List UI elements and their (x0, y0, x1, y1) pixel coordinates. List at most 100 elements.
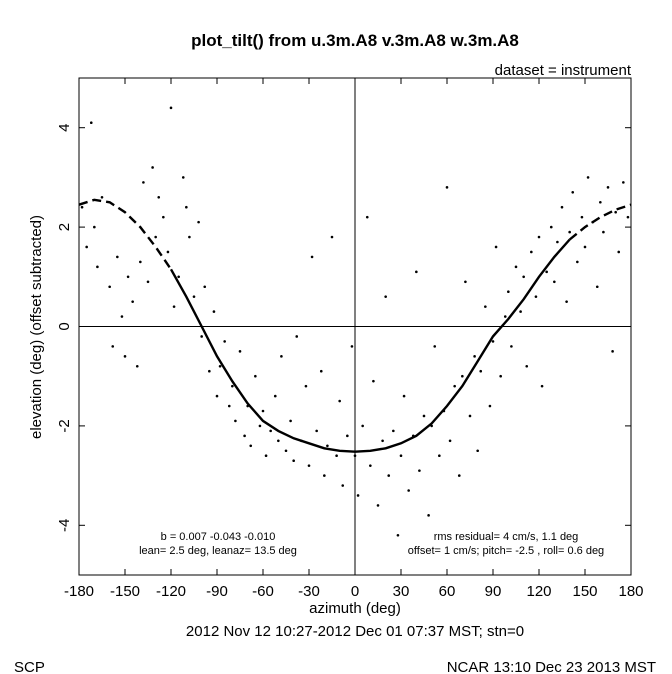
x-tick-label: -150 (110, 583, 140, 600)
fit-curve-solid (169, 238, 571, 453)
data-point (223, 340, 226, 343)
data-point (384, 295, 387, 298)
data-point (200, 335, 203, 338)
data-point (231, 384, 234, 388)
data-point (392, 429, 395, 433)
data-point (338, 399, 341, 403)
data-point (131, 300, 134, 303)
data-point (553, 280, 556, 284)
x-tick-label: -120 (156, 583, 186, 600)
y-tick-label: 0 (56, 322, 73, 330)
data-point (387, 474, 391, 477)
data-point (396, 533, 400, 537)
data-point (491, 340, 495, 343)
data-point (146, 280, 150, 284)
data-point (108, 285, 111, 289)
data-point (571, 191, 575, 194)
data-point (315, 429, 318, 433)
data-point (269, 429, 272, 433)
data-point (602, 230, 605, 234)
data-point (157, 195, 161, 199)
data-point (438, 454, 441, 458)
offset-annotation: offset= 1 cm/s; pitch= -2.5 , roll= 0.6 … (408, 545, 604, 557)
data-point (448, 439, 452, 443)
data-point (494, 245, 498, 249)
data-point (560, 205, 564, 209)
data-point (361, 424, 364, 428)
data-point (586, 176, 590, 179)
data-point (100, 195, 104, 199)
data-point (319, 369, 323, 373)
time-range: 2012 Nov 12 10:27-2012 Dec 01 07:37 MST;… (186, 623, 524, 640)
data-point (126, 275, 130, 279)
data-point (606, 186, 610, 189)
x-tick-label: 150 (572, 583, 597, 600)
data-point (208, 369, 211, 373)
data-point (120, 315, 124, 318)
data-point (192, 295, 196, 298)
data-point (277, 439, 280, 443)
data-point (525, 364, 529, 368)
data-point (261, 409, 265, 413)
data-point (238, 350, 242, 353)
data-point (381, 439, 384, 443)
data-point (484, 305, 487, 308)
data-point (169, 106, 173, 110)
data-point (85, 245, 88, 249)
data-point (335, 454, 338, 458)
data-point (510, 345, 513, 348)
data-point (365, 215, 369, 219)
x-tick-label: -60 (252, 583, 274, 600)
fit-curve (78, 198, 632, 453)
x-tick-label: -30 (298, 583, 320, 600)
data-point (614, 210, 617, 214)
data-point (522, 275, 525, 279)
data-point (617, 250, 621, 254)
data-point (599, 200, 602, 204)
dataset-label: dataset = instrument (495, 62, 632, 79)
data-point (372, 379, 375, 383)
data-point (499, 374, 502, 378)
data-point (258, 424, 262, 428)
data-point (96, 265, 99, 269)
data-point (142, 181, 145, 184)
footer-right: NCAR 13:10 Dec 23 2013 MST (447, 659, 656, 674)
data-point (203, 285, 207, 289)
data-point (218, 364, 222, 368)
y-axis-ticks: -4 -2 0 2 4 (56, 124, 631, 532)
data-point (249, 444, 253, 448)
data-point (326, 444, 329, 448)
data-point (139, 260, 142, 264)
footer-left: SCP (14, 659, 45, 674)
data-point (172, 305, 176, 308)
data-point (611, 350, 614, 353)
data-point (89, 121, 93, 125)
data-point (188, 235, 191, 239)
data-point (399, 454, 403, 458)
x-axis-label: azimuth (deg) (309, 600, 401, 617)
rms-annotation: rms residual= 4 cm/s, 1.1 deg (434, 531, 579, 543)
data-point (185, 205, 188, 209)
x-tick-label: 180 (618, 583, 643, 600)
data-point (464, 280, 467, 284)
data-point (151, 166, 154, 169)
data-point (534, 295, 538, 298)
data-point (503, 315, 507, 318)
data-point (369, 464, 372, 467)
data-point (568, 230, 571, 234)
data-point (353, 454, 357, 458)
data-point (310, 255, 314, 259)
fit-lean-annotation: lean= 2.5 deg, leanaz= 13.5 deg (139, 545, 297, 557)
data-point (273, 394, 277, 398)
fit-curve-dashed-left (78, 198, 172, 270)
data-point (549, 225, 553, 229)
y-tick-label: 2 (56, 223, 73, 231)
data-point (227, 404, 231, 408)
x-tick-label: -180 (64, 583, 94, 600)
data-point (181, 176, 185, 179)
scatter-points (80, 106, 630, 537)
data-point (307, 464, 311, 467)
data-point (457, 474, 461, 477)
data-point (254, 374, 257, 378)
chart-title: plot_tilt() from u.3m.A8 v.3m.A8 w.3m.A8 (191, 31, 519, 50)
